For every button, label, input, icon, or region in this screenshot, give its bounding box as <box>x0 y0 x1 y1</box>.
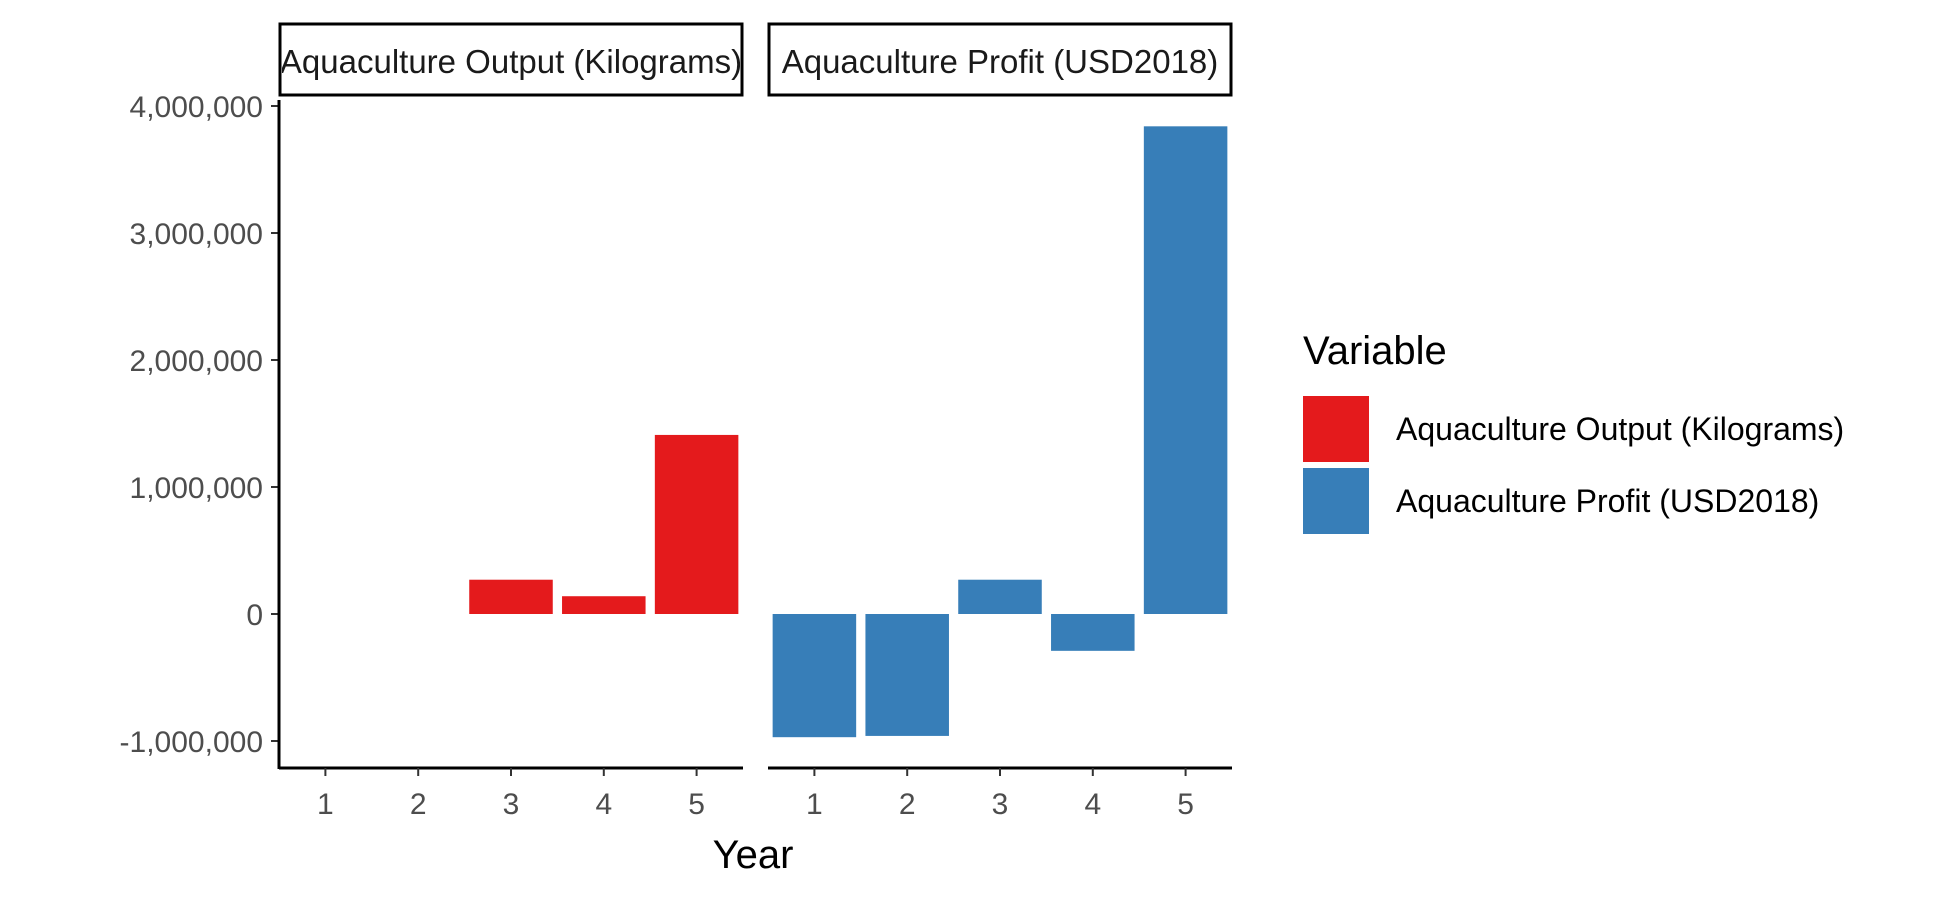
bar <box>958 579 1042 614</box>
x-tick-label: 5 <box>1177 788 1194 821</box>
facet-strip <box>767 22 1233 97</box>
x-tick-label: 3 <box>503 788 520 821</box>
facet-panel: Aquaculture Output (Kilograms) 1 2 3 4 5 <box>278 22 744 821</box>
y-tick-label: 3,000,000 <box>130 218 263 251</box>
legend-swatch <box>1303 468 1369 534</box>
bar <box>1143 126 1228 614</box>
y-axis: -1,000,000 0 1,000,000 2,000,000 3,000,000 4,… <box>120 91 281 769</box>
facet-strip-label: Aquaculture Output (Kilograms) <box>280 43 742 80</box>
y-tick-label: 4,000,000 <box>130 91 263 124</box>
facet-strip <box>278 22 744 97</box>
x-tick-label: 2 <box>899 788 916 821</box>
x-tick-label: 3 <box>992 788 1009 821</box>
facet-panel: Aquaculture Profit (USD2018) 1 2 3 4 5 <box>767 22 1233 821</box>
x-tick-label: 1 <box>317 788 334 821</box>
x-tick-label: 4 <box>1084 788 1101 821</box>
x-tick-label: 2 <box>410 788 427 821</box>
bar <box>562 596 646 614</box>
legend-title: Variable <box>1303 329 1447 373</box>
y-tick-label: 2,000,000 <box>130 345 263 378</box>
x-axis-title: Year <box>713 833 794 877</box>
bar <box>772 614 857 738</box>
y-tick-label: -1,000,000 <box>120 726 263 759</box>
bar <box>865 614 949 736</box>
legend-label: Aquaculture Output (Kilograms) <box>1396 411 1844 447</box>
legend-swatch <box>1303 396 1369 462</box>
x-tick-label: 4 <box>595 788 612 821</box>
x-tick-label: 1 <box>806 788 823 821</box>
legend-label: Aquaculture Profit (USD2018) <box>1396 483 1819 519</box>
bar <box>469 579 553 614</box>
bar <box>654 434 739 614</box>
x-tick-label: 5 <box>688 788 705 821</box>
facet-strip-label: Aquaculture Profit (USD2018) <box>782 43 1219 80</box>
facet-panels: Aquaculture Output (Kilograms)1 2 3 4 5Aquac… <box>278 22 1233 821</box>
y-tick-label: 0 <box>246 599 263 632</box>
legend: Variable Aquaculture Output (Kilograms) A… <box>1303 329 1844 534</box>
y-tick-label: 1,000,000 <box>130 472 263 505</box>
bar <box>1051 614 1135 651</box>
